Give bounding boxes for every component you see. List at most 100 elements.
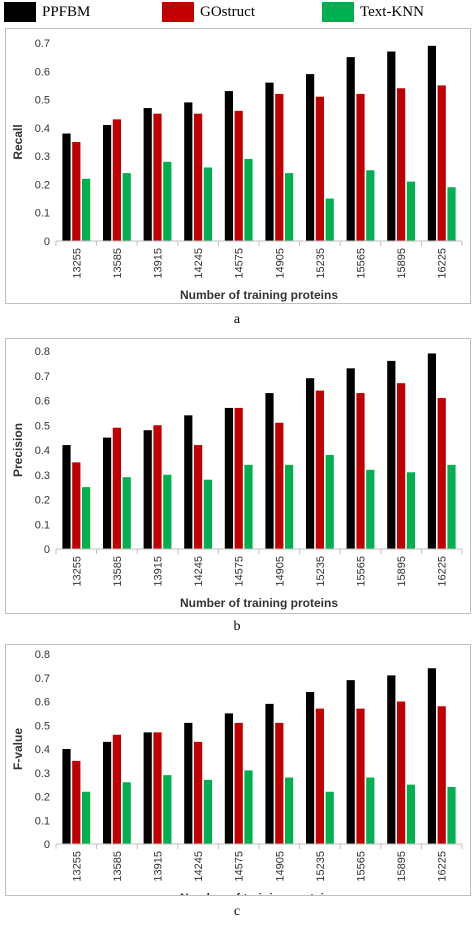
bar-ppfbm-13585 (103, 437, 112, 550)
x-tick-label: 14575 (234, 556, 246, 587)
x-tick-label: 14245 (193, 556, 205, 587)
bar-gostruct-15565 (356, 708, 365, 844)
chart-recall: 0 0.1 0.2 0.3 0.4 0.5 0.6 0.7 Recall 13255 13585 13… (5, 28, 471, 304)
x-tick-label: 13255 (71, 248, 83, 279)
bar-ppfbm-13915 (143, 732, 152, 844)
y-tick-label: 0 (44, 236, 50, 248)
legend-item-gostruct: GOstruct (162, 2, 255, 22)
bar-text-knn-13585 (122, 477, 131, 549)
chart-precision: 0 0.1 0.2 0.3 0.4 0.5 0.6 0.7 0.8 Precision 13255 1… (5, 338, 471, 614)
bar-text-knn-13255 (82, 791, 91, 844)
bar-text-knn-13255 (82, 178, 91, 241)
bar-ppfbm-16225 (427, 668, 436, 844)
x-tick-label: 13585 (112, 248, 124, 279)
bar-gostruct-14905 (275, 722, 284, 844)
caption-a: a (233, 312, 241, 327)
x-tick-label: 16225 (437, 248, 449, 279)
bar-gostruct-15895 (397, 88, 406, 241)
x-tick-label: 15235 (315, 248, 327, 279)
x-tick-label: 15565 (356, 248, 368, 279)
x-tick-label: 14575 (234, 248, 246, 279)
legend-item-text-knn: Text-KNN (322, 2, 424, 22)
x-tick-label: 14245 (193, 248, 205, 279)
bar-ppfbm-13585 (103, 125, 112, 241)
bar-gostruct-14245 (194, 741, 203, 845)
y-tick-label: 0.2 (35, 792, 50, 804)
bar-ppfbm-14575 (224, 91, 233, 241)
x-tick-label: 13255 (71, 556, 83, 587)
x-tick-label: 14905 (274, 556, 286, 587)
bar-ppfbm-13255 (62, 749, 71, 844)
legend-swatch-gostruct (162, 2, 194, 22)
chart-f-value: 0 0.1 0.2 0.3 0.4 0.5 0.6 0.7 0.8 F-value 13255 135… (5, 644, 471, 896)
bar-gostruct-16225 (437, 398, 446, 549)
bar-text-knn-13915 (163, 161, 172, 241)
bar-text-knn-14245 (203, 479, 212, 549)
bar-ppfbm-13585 (103, 741, 112, 845)
x-tick-label: 14905 (274, 248, 286, 279)
bar-ppfbm-14245 (184, 102, 193, 242)
bar-ppfbm-14905 (265, 82, 274, 241)
bar-ppfbm-13915 (143, 108, 152, 241)
y-tick-label: 0.8 (35, 649, 50, 661)
bar-text-knn-14905 (285, 173, 294, 241)
bar-ppfbm-14245 (184, 722, 193, 844)
bar-text-knn-14245 (203, 779, 212, 845)
y-tick-label: 0.2 (35, 495, 50, 507)
y-tick-label: 0.5 (35, 720, 50, 732)
bar-text-knn-13585 (122, 173, 131, 241)
bar-gostruct-14575 (234, 722, 243, 844)
bar-gostruct-13585 (112, 427, 121, 549)
bar-gostruct-13255 (72, 760, 81, 844)
y-tick-label: 0.6 (35, 697, 50, 709)
bar-gostruct-15235 (315, 96, 324, 242)
bar-text-knn-15565 (366, 170, 375, 241)
x-tick-label: 13915 (153, 556, 165, 587)
x-axis-label: Number of training proteins (180, 596, 338, 610)
x-tick-label: 15565 (356, 851, 368, 882)
legend-item-ppfbm: PPFBM (4, 2, 90, 22)
bar-text-knn-15565 (366, 777, 375, 844)
y-tick-label: 0.6 (35, 66, 50, 78)
bar-ppfbm-14575 (224, 713, 233, 845)
bar-ppfbm-15235 (306, 74, 315, 241)
bar-text-knn-13255 (82, 487, 91, 550)
bar-ppfbm-15565 (346, 368, 355, 549)
y-tick-label: 0.3 (35, 768, 50, 780)
bar-gostruct-15235 (315, 708, 324, 844)
bar-text-knn-13585 (122, 782, 131, 844)
bar-gostruct-15235 (315, 390, 324, 549)
bar-ppfbm-14905 (265, 393, 274, 549)
chart-f-value-svg: 0 0.1 0.2 0.3 0.4 0.5 0.6 0.7 0.8 F-value 13255 135… (11, 649, 463, 895)
bar-text-knn-15235 (325, 198, 334, 241)
bar-text-knn-15235 (325, 791, 334, 844)
x-axis-label: Number of training proteins (180, 288, 338, 302)
bar-gostruct-14575 (234, 110, 243, 241)
y-tick-label: 0.1 (35, 815, 50, 827)
bar-ppfbm-13255 (62, 445, 71, 549)
bar-text-knn-14575 (244, 158, 253, 241)
x-tick-label: 16225 (437, 556, 449, 587)
x-tick-label: 14905 (274, 851, 286, 882)
bar-gostruct-13585 (112, 119, 121, 241)
bar-ppfbm-15565 (346, 57, 355, 241)
bar-text-knn-14575 (244, 770, 253, 844)
bar-gostruct-14905 (275, 422, 284, 549)
x-tick-label: 15565 (356, 556, 368, 587)
y-tick-label: 0.3 (35, 151, 50, 163)
bar-gostruct-15895 (397, 383, 406, 549)
caption-b: b (233, 619, 241, 634)
legend-swatch-ppfbm (4, 2, 36, 22)
y-tick-label: 0.5 (35, 95, 50, 107)
bar-text-knn-16225 (447, 464, 456, 549)
y-tick-label: 0 (44, 839, 50, 851)
bar-ppfbm-13915 (143, 430, 152, 549)
bar-gostruct-13585 (112, 734, 121, 844)
bar-text-knn-13915 (163, 474, 172, 549)
bar-ppfbm-14905 (265, 703, 274, 845)
bar-gostruct-14905 (275, 93, 284, 241)
x-tick-label: 14245 (193, 851, 205, 882)
bar-gostruct-13915 (153, 425, 162, 549)
bar-gostruct-16225 (437, 85, 446, 242)
bar-ppfbm-15235 (306, 378, 315, 549)
